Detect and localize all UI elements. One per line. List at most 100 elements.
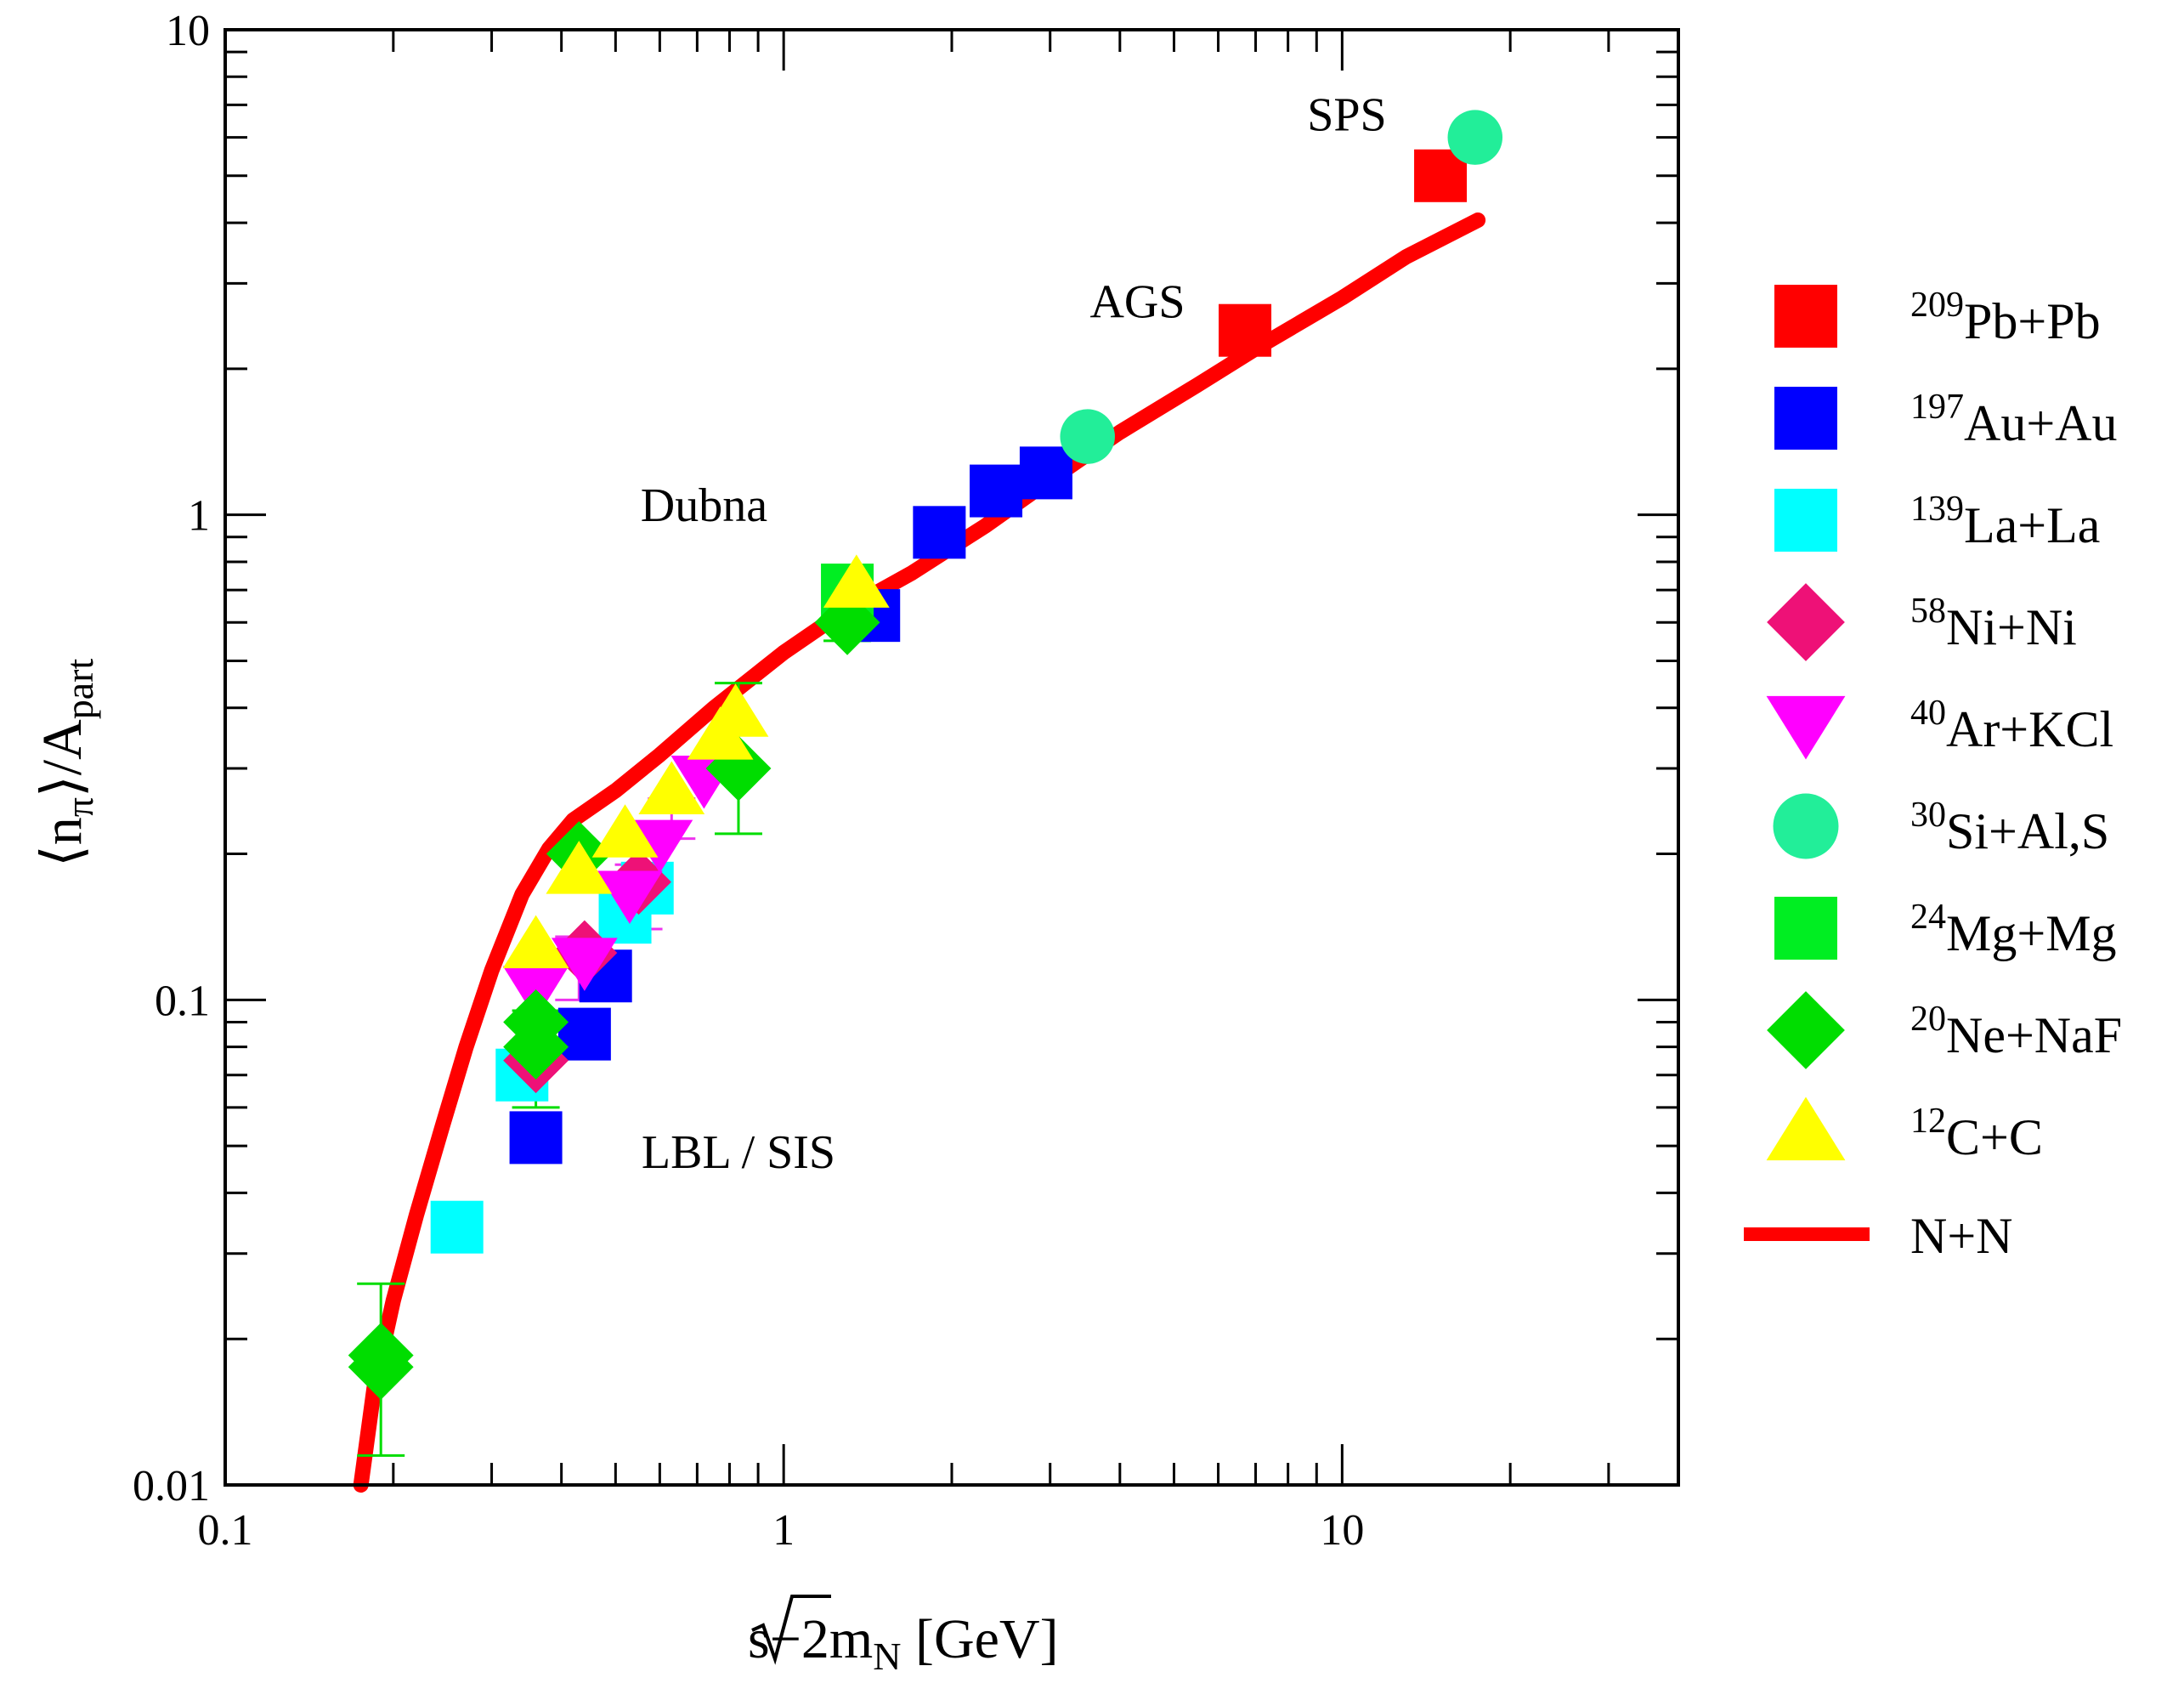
- legend-label-si-al-s: 30Si+Al,S: [1910, 796, 2109, 859]
- series-si-al-s: [1060, 110, 1503, 464]
- legend-item-ni-ni: 58Ni+Ni: [1767, 583, 2077, 661]
- data-point-c-c: [502, 915, 569, 969]
- legend-label-c-c: 12C+C: [1910, 1102, 2043, 1165]
- annotation-lbl-sis: LBL / SIS: [642, 1126, 835, 1179]
- legend-item-au-au: 197Au+Au: [1774, 387, 2118, 451]
- data-point-c-c: [702, 683, 769, 737]
- legend-marker-si-al-s: [1773, 793, 1839, 859]
- nn-curve-layer: [353, 212, 1486, 1493]
- legend-mass-number: 30: [1910, 796, 1946, 835]
- legend-item-n-n: N+N: [1744, 1208, 2013, 1264]
- data-point-c-c: [638, 761, 705, 814]
- x-axis-label-sub: N: [873, 1635, 901, 1678]
- legend-item-ne-naf: 20Ne+NaF: [1767, 991, 2122, 1069]
- data-point-ar-kcl: [551, 938, 618, 991]
- y-tick-label: 0.01: [133, 1462, 210, 1510]
- y-axis-label-sub-pi: π: [58, 797, 101, 817]
- legend-label-au-au: 197Au+Au: [1910, 388, 2118, 451]
- legend-label-pb-pb: 209Pb+Pb: [1910, 286, 2101, 349]
- annotation-dubna: Dubna: [641, 479, 767, 532]
- legend-reaction: Ne+NaF: [1946, 1007, 2122, 1063]
- data-point-ar-kcl: [597, 870, 663, 924]
- legend-reaction: Pb+Pb: [1964, 293, 2101, 349]
- legend-mass-number: 139: [1910, 490, 1964, 529]
- y-tick-label: 0.1: [155, 977, 210, 1025]
- legend-mass-number: 209: [1910, 286, 1964, 325]
- data-point-ar-kcl: [626, 819, 693, 874]
- data-point-c-c: [823, 554, 890, 608]
- legend-reaction: Ni+Ni: [1946, 599, 2077, 655]
- x-axis-label-root: s: [748, 1608, 770, 1670]
- legend-mass-number: 12: [1910, 1102, 1946, 1141]
- error-bars: [357, 574, 872, 1457]
- x-tick-label: 0.1: [198, 1506, 253, 1555]
- legend-mass-number: 40: [1910, 694, 1946, 733]
- legend-reaction: La+La: [1964, 497, 2100, 553]
- y-axis-label-sub-part: part: [58, 659, 101, 720]
- legend-marker-pb-pb: [1774, 285, 1837, 348]
- legend-marker-au-au: [1774, 387, 1837, 450]
- legend-label-ar-kcl: 40Ar+KCl: [1910, 694, 2113, 757]
- legend-mass-number: 197: [1910, 388, 1964, 427]
- legend-mass-number: 58: [1910, 592, 1946, 631]
- x-axis-label-unit: [GeV]: [901, 1608, 1058, 1670]
- data-point-la-la: [430, 1200, 484, 1254]
- legend-reaction: C+C: [1946, 1109, 2043, 1165]
- legend-label-ne-naf: 20Ne+NaF: [1910, 1000, 2122, 1063]
- legend-reaction: Mg+Mg: [1946, 905, 2117, 961]
- legend-mass-number: 24: [1910, 898, 1946, 937]
- data-point-si-al-s: [1060, 409, 1115, 464]
- axis-ticks: [223, 30, 1680, 1487]
- legend: 209Pb+Pb197Au+Au139La+La58Ni+Ni40Ar+KCl3…: [1744, 285, 2122, 1264]
- legend-marker-ar-kcl: [1766, 695, 1846, 760]
- y-tick-label: 1: [188, 492, 210, 541]
- x-tick-label: 1: [772, 1506, 795, 1555]
- series-c-c: [502, 554, 890, 969]
- data-point-au-au: [509, 1111, 563, 1164]
- legend-item-pb-pb: 209Pb+Pb: [1774, 285, 2101, 349]
- legend-marker-ni-ni: [1767, 583, 1845, 661]
- legend-item-ar-kcl: 40Ar+KCl: [1766, 694, 2113, 760]
- legend-marker-la-la: [1774, 489, 1837, 552]
- annotation-sps: SPS: [1307, 88, 1386, 141]
- x-axis-label: s−2mN [GeV]: [748, 1608, 1059, 1678]
- data-point-ne-naf: [503, 989, 569, 1055]
- sqrt-sign: [751, 1595, 831, 1665]
- legend-item-la-la: 139La+La: [1774, 489, 2100, 553]
- legend-reaction: Ar+KCl: [1946, 701, 2113, 757]
- legend-item-mg-mg: 24Mg+Mg: [1774, 897, 2117, 961]
- data-point-pb-pb: [1219, 303, 1272, 357]
- y-axis-label-mid: ⟩/A: [31, 719, 93, 797]
- data-point-ne-naf: [814, 589, 880, 655]
- y-axis-label-open: ⟨n: [31, 817, 93, 867]
- legend-label-mg-mg: 24Mg+Mg: [1910, 898, 2117, 961]
- legend-marker-ne-naf: [1767, 991, 1845, 1069]
- data-point-si-al-s: [1447, 110, 1503, 165]
- plot-frame: [223, 28, 1680, 1487]
- nn-curve: [353, 212, 1486, 1493]
- data-point-au-au: [970, 464, 1023, 518]
- legend-label-ni-ni: 58Ni+Ni: [1910, 592, 2077, 655]
- region-annotations: SPS AGS Dubna LBL / SIS: [641, 88, 1387, 1179]
- data-point-ne-naf: [348, 1334, 414, 1400]
- annotation-ags: AGS: [1089, 276, 1185, 329]
- data-markers: [348, 110, 1503, 1400]
- y-tick-label: 10: [166, 7, 210, 55]
- legend-marker-mg-mg: [1774, 897, 1837, 960]
- data-point-au-au: [913, 506, 966, 559]
- legend-item-si-al-s: 30Si+Al,S: [1773, 793, 2109, 859]
- data-point-c-c: [591, 804, 659, 858]
- legend-reaction: Au+Au: [1964, 395, 2118, 451]
- legend-label-n-n: N+N: [1910, 1208, 2013, 1264]
- legend-mass-number: 20: [1910, 1000, 1946, 1039]
- legend-reaction: Si+Al,S: [1946, 803, 2109, 859]
- legend-label-la-la: 139La+La: [1910, 490, 2100, 553]
- y-axis-label: ⟨nπ⟩/Apart: [31, 659, 101, 867]
- legend-item-c-c: 12C+C: [1766, 1096, 2043, 1165]
- data-point-c-c: [546, 841, 613, 894]
- legend-marker-c-c: [1766, 1096, 1846, 1161]
- data-point-au-au: [1019, 446, 1072, 500]
- x-tick-label: 10: [1320, 1506, 1364, 1555]
